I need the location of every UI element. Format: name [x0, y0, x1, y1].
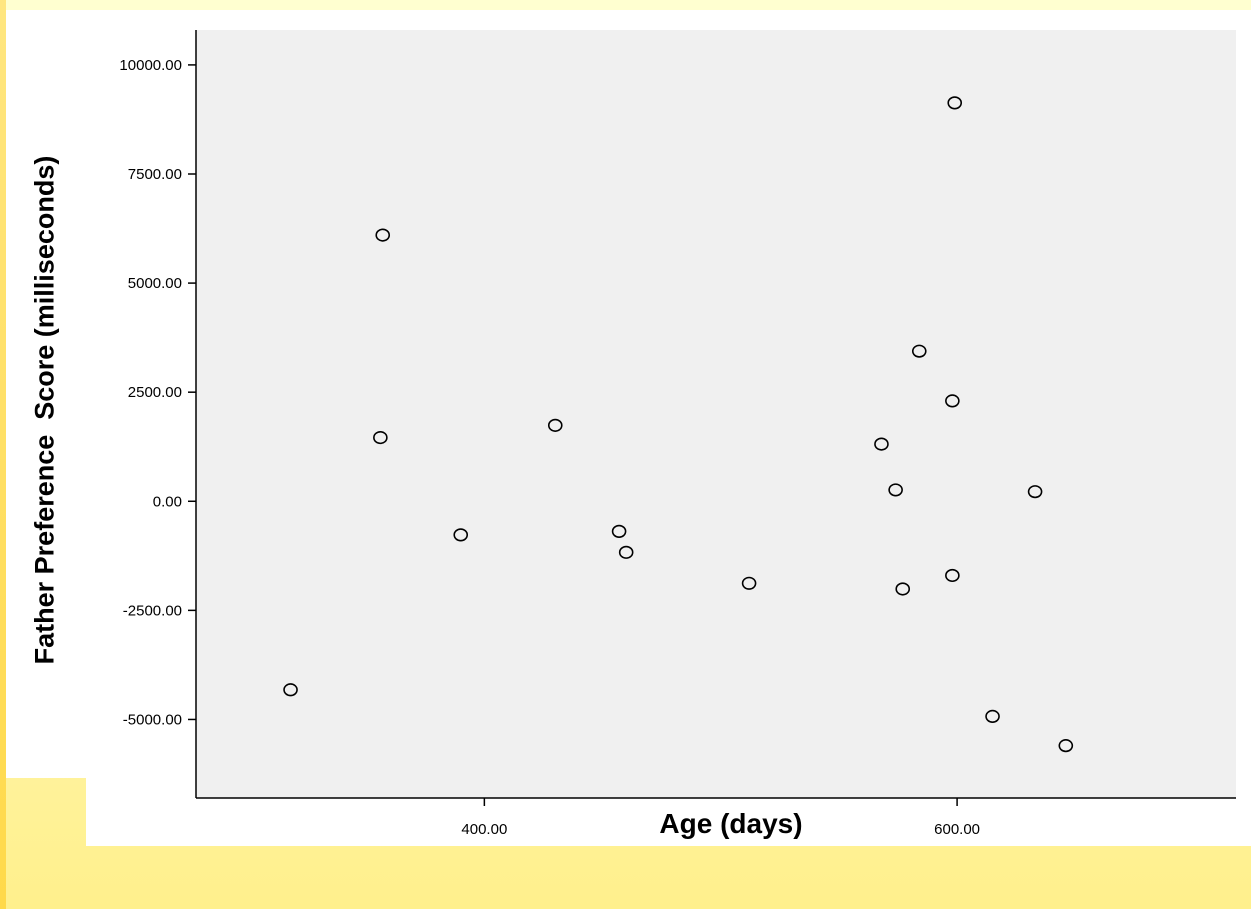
y-tick-label: 7500.00 [128, 166, 182, 183]
y-tick-label: 5000.00 [128, 275, 182, 292]
scatter-point [874, 437, 889, 451]
scatter-point [375, 228, 391, 242]
scatter-point [618, 545, 634, 559]
scatter-point [945, 394, 960, 408]
scatter-point [985, 709, 1000, 724]
y-axis-ticks: 10000.00 7500.00 5000.00 2500.00 0.00 -2500.0… [119, 57, 196, 728]
x-tick-label: 400.00 [461, 821, 507, 838]
scatter-point [283, 683, 298, 697]
scatter-point [1058, 739, 1074, 753]
scatter-point [911, 344, 927, 358]
y-tick-label: -5000.00 [123, 711, 182, 728]
y-tick-label: 2500.00 [128, 384, 182, 401]
scatter-point [453, 528, 469, 542]
y-tick-label: -2500.00 [123, 602, 182, 619]
scatter-point [1027, 485, 1043, 499]
x-tick-label: 600.00 [934, 821, 980, 838]
x-axis-title: Age (days) [659, 808, 803, 839]
scatter-point [888, 483, 903, 497]
y-tick-label: 10000.00 [119, 57, 182, 74]
scatter-point [947, 96, 963, 110]
y-tick-label: 0.00 [153, 493, 182, 510]
scatter-point [741, 576, 757, 590]
slide-left-accent [0, 0, 6, 909]
scatter-point [547, 418, 563, 432]
scatter-point [895, 582, 911, 596]
x-axis-ticks: 400.00 600.00 [461, 798, 980, 838]
scatter-point [373, 430, 388, 445]
scatter-point [945, 568, 960, 583]
y-axis-title: Father Preference Score (milliseconds) [29, 155, 60, 665]
scatter-point [611, 524, 627, 538]
data-points [283, 96, 1074, 753]
plot-area [196, 30, 1236, 798]
